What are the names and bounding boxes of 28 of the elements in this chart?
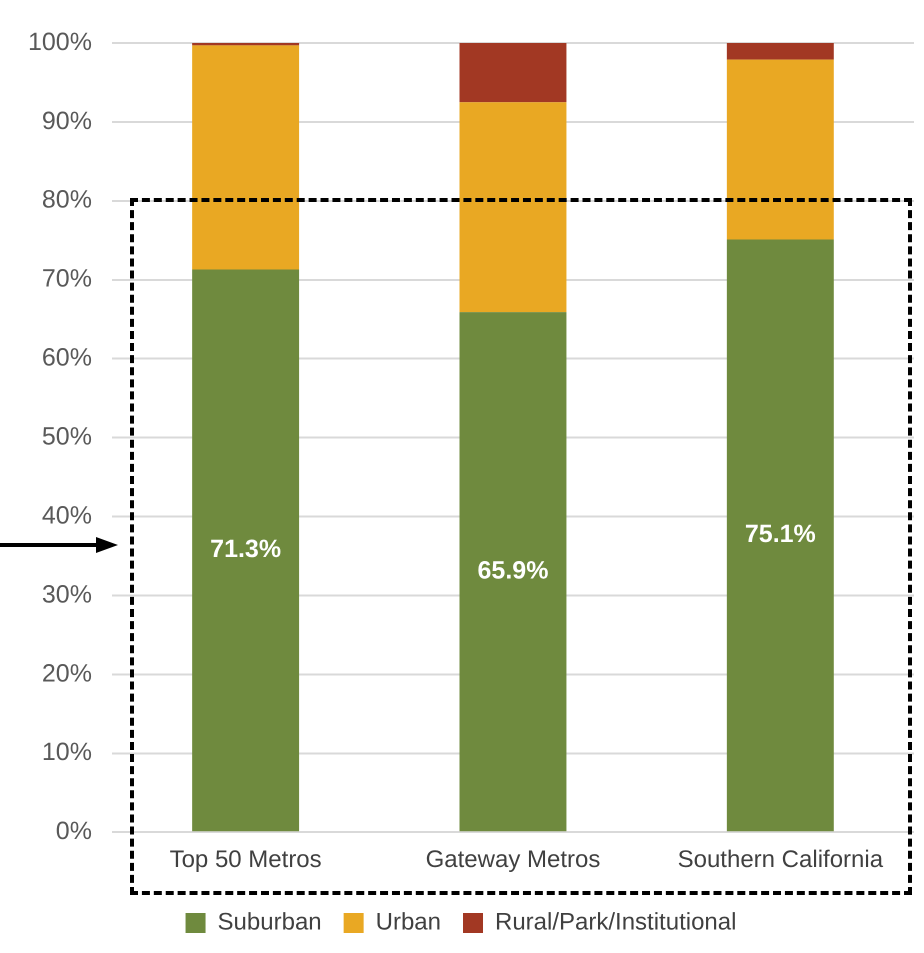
y-tick-label: 80%	[42, 186, 92, 214]
bar	[192, 270, 300, 832]
y-tick-label: 60%	[42, 344, 92, 372]
legend-label: Urban	[376, 908, 442, 936]
y-tick-label: 20%	[42, 659, 92, 688]
data-label: 71.3%	[210, 535, 282, 564]
bar	[726, 43, 834, 60]
data-label: 75.1%	[744, 520, 816, 548]
x-tick-label: Gateway Metros	[426, 846, 600, 874]
y-tick-label: 50%	[42, 422, 92, 450]
bar	[460, 312, 566, 832]
bar	[460, 102, 566, 312]
y-tick-label: 30%	[42, 580, 92, 608]
bar	[192, 45, 300, 270]
y-tick-label: 90%	[42, 106, 92, 135]
bar	[460, 43, 566, 102]
y-tick-label: 70%	[42, 264, 92, 293]
bar	[726, 60, 834, 240]
y-tick-label: 40%	[42, 501, 92, 530]
data-label: 65.9%	[478, 556, 548, 585]
bar	[726, 240, 834, 832]
x-tick-label: Southern California	[678, 846, 884, 874]
legend-label: Rural/Park/Institutional	[495, 908, 736, 936]
y-tick-label: 100%	[28, 28, 92, 56]
y-tick-label: 10%	[42, 738, 92, 766]
x-tick-label: Top 50 Metros	[170, 846, 322, 874]
legend-label: Suburban	[218, 908, 322, 936]
y-tick-label: 0%	[56, 817, 92, 846]
